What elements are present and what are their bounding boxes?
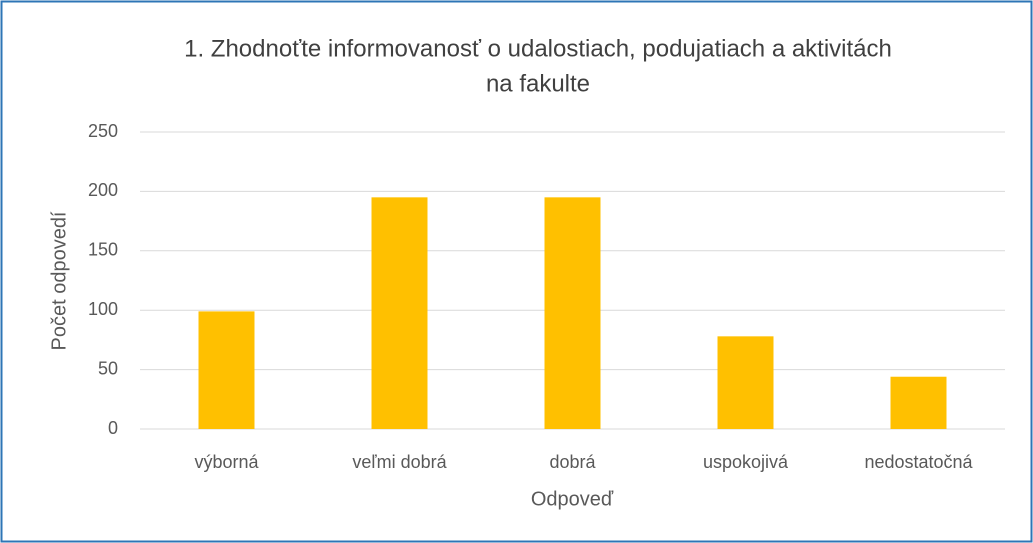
y-tick-label: 250 [88,121,118,141]
x-axis-title: Odpoveď [531,488,614,510]
bar [371,197,428,429]
x-tick-label: výborná [194,452,259,472]
bar [198,311,255,429]
y-axis-title: Počet odpovedí [48,211,70,350]
y-tick-label: 150 [88,240,118,260]
y-tick-label: 0 [108,418,118,438]
x-tick-label: nedostatočná [864,452,973,472]
chart-title: na fakulte [486,70,590,97]
x-tick-label: uspokojivá [703,452,789,472]
y-tick-label: 100 [88,299,118,319]
y-tick-label: 200 [88,180,118,200]
x-tick-label: veľmi dobrá [352,452,447,472]
bar [544,197,601,429]
x-tick-label: dobrá [549,452,596,472]
bar [717,336,774,429]
y-tick-label: 50 [98,358,118,378]
chart-title: 1. Zhodnoťte informovanosť o udalostiach… [184,35,892,62]
bar [890,376,947,429]
